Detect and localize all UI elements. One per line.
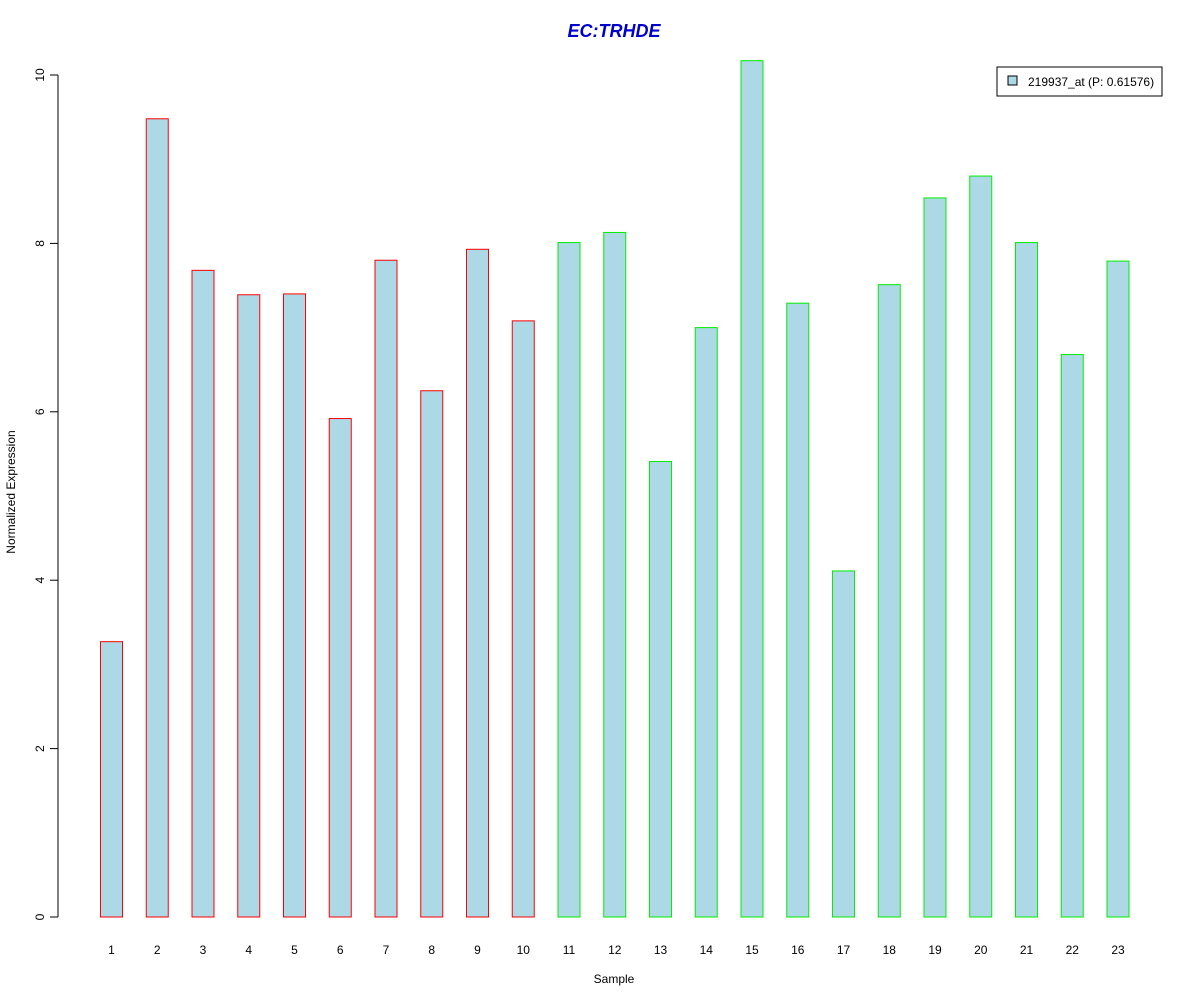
x-tick-label: 11 <box>563 943 576 957</box>
legend-box <box>996 66 1163 97</box>
bar-sample-12 <box>603 231 627 918</box>
bar-sample-2 <box>145 118 169 918</box>
bar-sample-6 <box>328 418 352 918</box>
x-tick-label: 6 <box>337 943 344 957</box>
bars-group <box>100 60 1130 918</box>
bar-sample-20 <box>969 175 993 918</box>
bar-sample-16 <box>786 302 810 918</box>
x-tick-label: 13 <box>654 943 668 957</box>
x-tick-label: 19 <box>928 943 942 957</box>
y-tick-label: 2 <box>33 745 47 752</box>
bar-sample-8 <box>420 390 444 918</box>
bar-sample-3 <box>191 269 215 918</box>
x-tick-label: 16 <box>791 943 805 957</box>
x-tick-label: 21 <box>1020 943 1034 957</box>
x-axis-title: Sample <box>594 972 635 986</box>
bar-sample-7 <box>374 259 398 918</box>
bar-sample-4 <box>237 294 261 918</box>
x-tick-label: 1 <box>108 943 115 957</box>
bar-sample-10 <box>511 320 535 918</box>
x-axis-tick-labels: 1 2 3 4 5 6 7 8 9 10 11 12 13 14 15 16 17 18 19 20 21 22 23 <box>108 943 1125 957</box>
y-tick-label: 6 <box>33 408 47 415</box>
y-tick-label: 10 <box>33 68 47 82</box>
chart-title: EC:TRHDE <box>568 21 662 41</box>
x-tick-label: 3 <box>200 943 207 957</box>
x-tick-label: 18 <box>883 943 897 957</box>
x-tick-label: 22 <box>1066 943 1080 957</box>
x-tick-label: 12 <box>608 943 622 957</box>
x-tick-label: 15 <box>745 943 759 957</box>
bar-sample-14 <box>694 327 718 918</box>
bar-sample-13 <box>649 460 672 918</box>
x-tick-label: 23 <box>1111 943 1125 957</box>
x-tick-label: 20 <box>974 943 988 957</box>
legend-label: 219937_at (P: 0.61576) <box>1028 75 1154 89</box>
x-tick-label: 14 <box>700 943 714 957</box>
x-tick-label: 10 <box>517 943 531 957</box>
y-tick-label: 0 <box>33 913 47 920</box>
bar-sample-17 <box>832 570 855 918</box>
x-tick-label: 8 <box>428 943 435 957</box>
y-tick-label: 4 <box>33 577 47 584</box>
y-axis-title: Normalized Expression <box>4 430 18 553</box>
x-tick-label: 17 <box>837 943 851 957</box>
x-tick-label: 2 <box>154 943 161 957</box>
y-tick-label: 8 <box>33 240 47 247</box>
bar-sample-5 <box>283 293 306 918</box>
bar-sample-21 <box>1015 242 1038 918</box>
bar-sample-23 <box>1106 260 1130 918</box>
y-axis-ticks: 0 2 4 6 8 10 <box>33 68 58 920</box>
bar-sample-19 <box>923 197 947 918</box>
x-tick-label: 4 <box>245 943 252 957</box>
x-tick-label: 9 <box>474 943 481 957</box>
bar-sample-18 <box>877 284 901 918</box>
bar-sample-15 <box>740 60 764 918</box>
bar-sample-22 <box>1060 354 1084 918</box>
bar-sample-1 <box>100 641 123 918</box>
x-tick-label: 7 <box>383 943 390 957</box>
legend: 219937_at (P: 0.61576) <box>996 66 1163 97</box>
bar-sample-11 <box>557 242 581 918</box>
bar-sample-9 <box>466 248 489 918</box>
legend-swatch <box>1007 75 1018 86</box>
x-tick-label: 5 <box>291 943 298 957</box>
